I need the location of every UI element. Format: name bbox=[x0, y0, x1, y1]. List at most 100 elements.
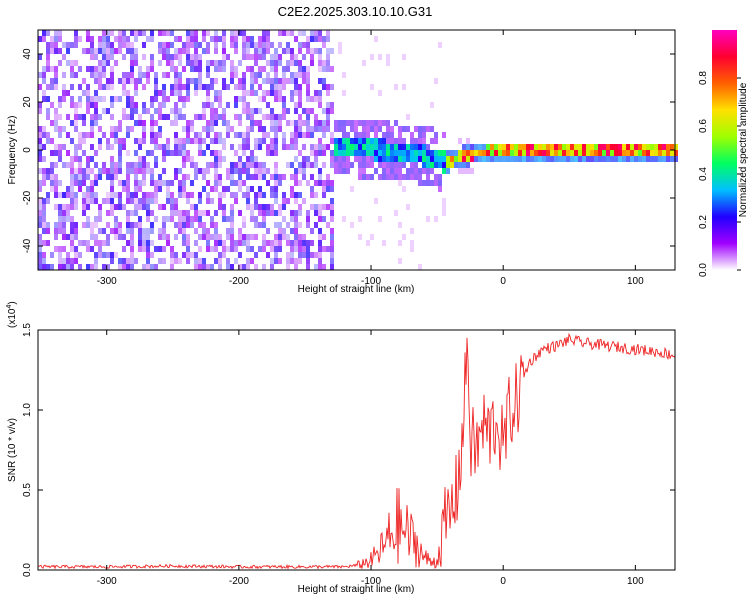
heatmap-cell bbox=[42, 126, 46, 132]
heatmap-cell bbox=[502, 150, 506, 156]
heatmap-cell bbox=[134, 210, 138, 216]
heatmap-cell bbox=[358, 234, 362, 240]
heatmap-cell bbox=[274, 66, 278, 72]
heatmap-cell bbox=[214, 162, 218, 168]
heatmap-cell bbox=[430, 180, 434, 186]
heatmap-cell bbox=[362, 144, 366, 150]
heatmap-cell bbox=[110, 78, 114, 84]
heatmap-cell bbox=[94, 234, 98, 240]
heatmap-cell bbox=[122, 90, 126, 96]
heatmap-cell bbox=[246, 144, 250, 150]
heatmap-cell bbox=[202, 168, 206, 174]
heatmap-cell bbox=[178, 54, 182, 60]
heatmap-cell bbox=[226, 120, 230, 126]
heatmap-cell bbox=[262, 114, 266, 120]
heatmap-cell bbox=[82, 174, 86, 180]
heatmap-cell bbox=[66, 204, 70, 210]
heatmap-cell bbox=[274, 180, 278, 186]
heatmap-cell bbox=[178, 108, 182, 114]
heatmap-cell bbox=[54, 66, 58, 72]
heatmap-cell bbox=[194, 54, 198, 60]
heatmap-cell bbox=[86, 30, 90, 36]
heatmap-cell bbox=[98, 228, 102, 234]
heatmap-cell bbox=[38, 204, 42, 210]
heatmap-cell bbox=[390, 138, 394, 144]
heatmap-cell bbox=[102, 72, 106, 78]
heatmap-cell bbox=[270, 126, 274, 132]
heatmap-cell bbox=[210, 102, 214, 108]
heatmap-cell bbox=[42, 180, 46, 186]
heatmap-cell bbox=[62, 216, 66, 222]
heatmap-cell bbox=[322, 84, 326, 90]
heatmap-cell bbox=[226, 132, 230, 138]
heatmap-cell bbox=[274, 78, 278, 84]
heatmap-cell bbox=[286, 108, 290, 114]
heatmap-cell bbox=[274, 138, 278, 144]
heatmap-cell bbox=[186, 42, 190, 48]
heatmap-cell bbox=[174, 48, 178, 54]
heatmap-cell bbox=[38, 264, 42, 270]
heatmap-cell bbox=[42, 168, 46, 174]
heatmap-cell bbox=[106, 30, 110, 36]
heatmap-cell bbox=[270, 264, 274, 270]
heatmap-cell bbox=[126, 222, 130, 228]
heatmap-cell bbox=[302, 198, 306, 204]
heatmap-cell bbox=[318, 258, 322, 264]
heatmap-cell bbox=[118, 222, 122, 228]
heatmap-cell bbox=[398, 156, 402, 162]
heatmap-cell bbox=[166, 60, 170, 66]
heatmap-cell bbox=[274, 144, 278, 150]
heatmap-cell bbox=[98, 48, 102, 54]
heatmap-cell bbox=[54, 204, 58, 210]
heatmap-cell bbox=[42, 174, 46, 180]
heatmap-cell bbox=[290, 120, 294, 126]
heatmap-cell bbox=[134, 90, 138, 96]
heatmap-cell bbox=[114, 192, 118, 198]
heatmap-cell bbox=[174, 84, 178, 90]
heatmap-cell bbox=[234, 72, 238, 78]
heatmap-cell bbox=[250, 186, 254, 192]
heatmap-cell bbox=[142, 264, 146, 270]
heatmap-cell bbox=[254, 60, 258, 66]
heatmap-cell bbox=[54, 48, 58, 54]
heatmap-cell bbox=[374, 150, 378, 156]
heatmap-cell bbox=[182, 180, 186, 186]
heatmap-cell bbox=[118, 168, 122, 174]
heatmap-cell bbox=[402, 174, 406, 180]
heatmap-cell bbox=[54, 30, 58, 36]
heatmap-cell bbox=[74, 126, 78, 132]
heatmap-cell bbox=[54, 120, 58, 126]
heatmap-cell bbox=[182, 144, 186, 150]
heatmap-cell bbox=[174, 36, 178, 42]
heatmap-cell bbox=[526, 144, 530, 150]
heatmap-cell bbox=[126, 90, 130, 96]
heatmap-cell bbox=[58, 210, 62, 216]
heatmap-cell bbox=[418, 174, 422, 180]
heatmap-cell bbox=[534, 150, 538, 156]
heatmap-cell bbox=[318, 144, 322, 150]
heatmap-cell bbox=[202, 264, 206, 270]
heatmap-cell bbox=[294, 192, 298, 198]
heatmap-cell bbox=[330, 102, 334, 108]
heatmap-cell bbox=[394, 210, 398, 216]
heatmap-cell bbox=[70, 216, 74, 222]
heatmap-cell bbox=[86, 36, 90, 42]
heatmap-cell bbox=[378, 90, 382, 96]
heatmap-cell bbox=[654, 150, 658, 156]
heatmap-cell bbox=[170, 30, 174, 36]
heatmap-cell bbox=[58, 252, 62, 258]
heatmap-cell bbox=[426, 126, 430, 132]
heatmap-cell bbox=[134, 198, 138, 204]
heatmap-cell bbox=[262, 264, 266, 270]
heatmap-cell bbox=[218, 204, 222, 210]
heatmap-cell bbox=[142, 162, 146, 168]
heatmap-cell bbox=[178, 72, 182, 78]
heatmap-cell bbox=[538, 144, 542, 150]
heatmap-cell bbox=[114, 228, 118, 234]
heatmap-cell bbox=[110, 102, 114, 108]
heatmap-cell bbox=[38, 126, 42, 132]
heatmap-cell bbox=[390, 162, 394, 168]
heatmap-cell bbox=[470, 144, 474, 150]
heatmap-cell bbox=[226, 102, 230, 108]
heatmap-cell bbox=[154, 186, 158, 192]
